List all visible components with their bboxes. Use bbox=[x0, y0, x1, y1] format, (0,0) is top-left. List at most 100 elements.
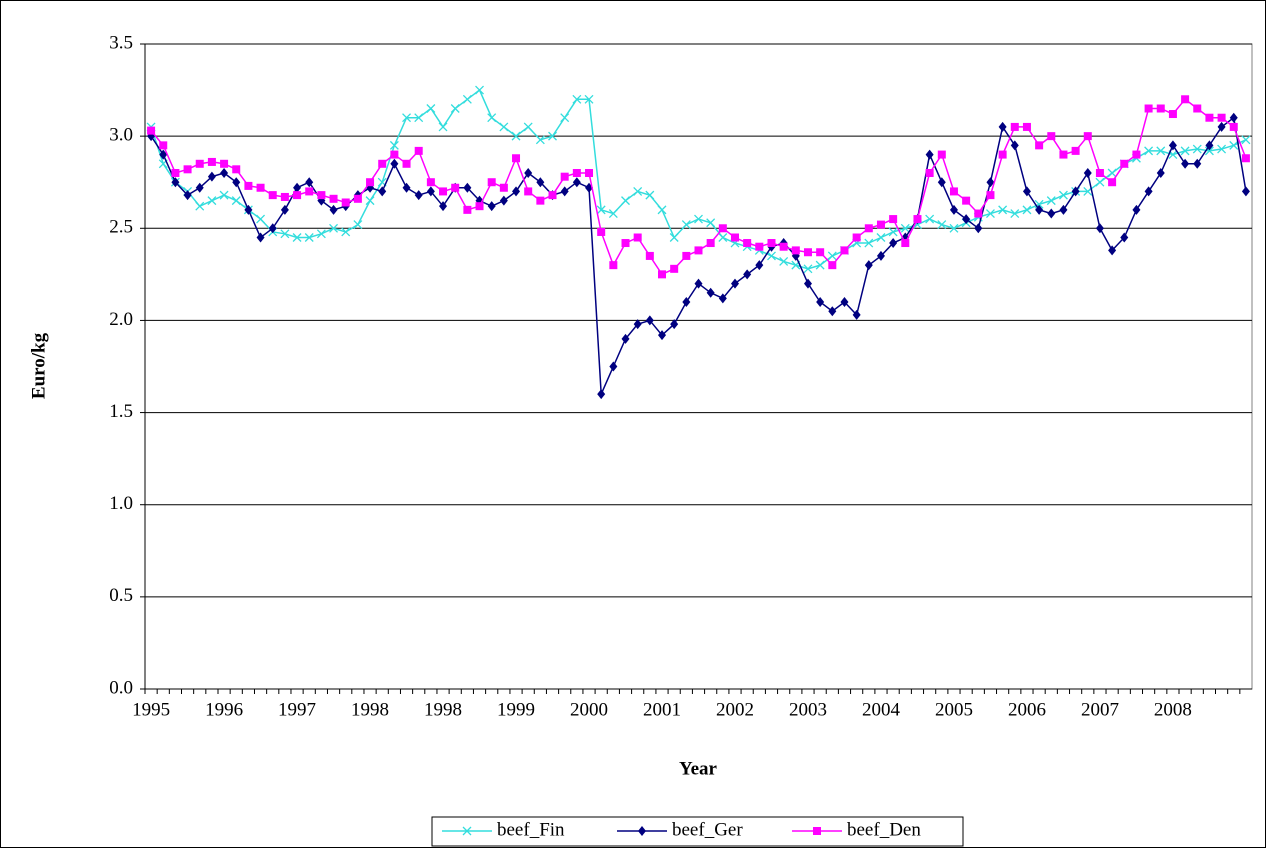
marker bbox=[864, 260, 873, 271]
x-tick-label: 2002 bbox=[716, 699, 754, 720]
marker bbox=[828, 261, 837, 270]
marker bbox=[876, 250, 885, 261]
marker bbox=[329, 204, 338, 215]
marker bbox=[864, 238, 874, 248]
y-tick-label: 3.5 bbox=[109, 32, 133, 53]
marker bbox=[353, 220, 363, 230]
marker bbox=[633, 319, 642, 330]
marker bbox=[1010, 209, 1020, 219]
y-tick-label: 3.0 bbox=[109, 125, 133, 146]
marker bbox=[1058, 190, 1068, 200]
marker bbox=[803, 264, 813, 274]
marker bbox=[1010, 122, 1019, 131]
marker bbox=[840, 297, 849, 307]
marker bbox=[645, 190, 655, 200]
marker bbox=[280, 204, 289, 215]
x-tick-label: 1998 bbox=[351, 699, 389, 720]
marker bbox=[889, 238, 898, 249]
marker bbox=[1229, 112, 1238, 123]
marker bbox=[244, 204, 253, 215]
marker bbox=[439, 187, 448, 196]
marker bbox=[512, 154, 521, 163]
marker bbox=[414, 113, 424, 123]
marker bbox=[511, 131, 521, 141]
marker bbox=[572, 177, 581, 188]
marker bbox=[1120, 159, 1129, 168]
marker bbox=[329, 194, 338, 203]
legend-label: beef_Fin bbox=[497, 819, 565, 840]
marker bbox=[755, 242, 764, 251]
marker bbox=[1217, 144, 1227, 154]
marker bbox=[1180, 146, 1190, 156]
marker bbox=[487, 178, 496, 187]
x-tick-label: 1998 bbox=[424, 699, 462, 720]
marker bbox=[159, 149, 168, 160]
marker bbox=[670, 319, 679, 330]
marker bbox=[1181, 158, 1190, 169]
marker bbox=[366, 178, 375, 187]
marker bbox=[621, 196, 630, 206]
marker bbox=[1083, 168, 1092, 178]
marker bbox=[256, 232, 265, 243]
marker bbox=[402, 113, 412, 123]
marker bbox=[1059, 204, 1068, 215]
marker bbox=[1071, 146, 1080, 155]
marker bbox=[864, 224, 873, 233]
marker bbox=[813, 827, 821, 835]
marker bbox=[560, 172, 569, 181]
marker bbox=[1047, 208, 1056, 219]
marker bbox=[1193, 158, 1202, 169]
marker bbox=[487, 113, 497, 123]
marker bbox=[1022, 186, 1031, 197]
marker bbox=[195, 201, 205, 211]
marker bbox=[1205, 140, 1214, 151]
marker bbox=[1229, 140, 1239, 150]
marker bbox=[560, 113, 570, 123]
marker bbox=[1168, 110, 1177, 119]
marker bbox=[426, 178, 435, 187]
x-tick-label: 2004 bbox=[862, 699, 901, 720]
marker bbox=[1071, 186, 1080, 197]
marker bbox=[256, 183, 265, 192]
x-tick-label: 1996 bbox=[205, 699, 243, 720]
marker bbox=[633, 186, 643, 196]
marker bbox=[876, 233, 886, 242]
marker bbox=[365, 196, 375, 206]
marker bbox=[889, 215, 898, 224]
marker bbox=[451, 183, 460, 192]
marker bbox=[523, 122, 533, 132]
marker bbox=[962, 196, 971, 205]
legend-box bbox=[431, 816, 964, 847]
x-axis-title: Year bbox=[679, 758, 718, 779]
marker bbox=[1144, 146, 1154, 156]
marker bbox=[450, 104, 460, 113]
marker bbox=[694, 214, 703, 224]
marker bbox=[1035, 141, 1044, 150]
marker bbox=[1192, 144, 1202, 154]
marker bbox=[1095, 177, 1105, 187]
marker bbox=[597, 227, 606, 236]
marker bbox=[171, 169, 180, 177]
marker bbox=[1095, 223, 1104, 234]
marker bbox=[1168, 140, 1177, 151]
marker bbox=[232, 165, 241, 174]
marker bbox=[985, 209, 995, 219]
marker bbox=[305, 177, 314, 188]
marker bbox=[280, 229, 290, 239]
x-tick-label: 2001 bbox=[643, 699, 681, 720]
marker bbox=[378, 159, 387, 168]
x-tick-label: 1995 bbox=[132, 699, 170, 720]
marker bbox=[536, 177, 545, 188]
marker bbox=[900, 223, 910, 233]
marker bbox=[730, 233, 739, 242]
legend: beef_Fin beef_Ger beef_Den bbox=[431, 816, 964, 847]
marker bbox=[755, 260, 764, 271]
marker bbox=[791, 246, 800, 255]
marker bbox=[499, 183, 508, 192]
marker bbox=[524, 168, 533, 178]
marker bbox=[925, 214, 935, 224]
marker bbox=[329, 223, 339, 233]
marker bbox=[633, 233, 642, 242]
marker bbox=[512, 186, 521, 197]
marker bbox=[256, 214, 266, 224]
